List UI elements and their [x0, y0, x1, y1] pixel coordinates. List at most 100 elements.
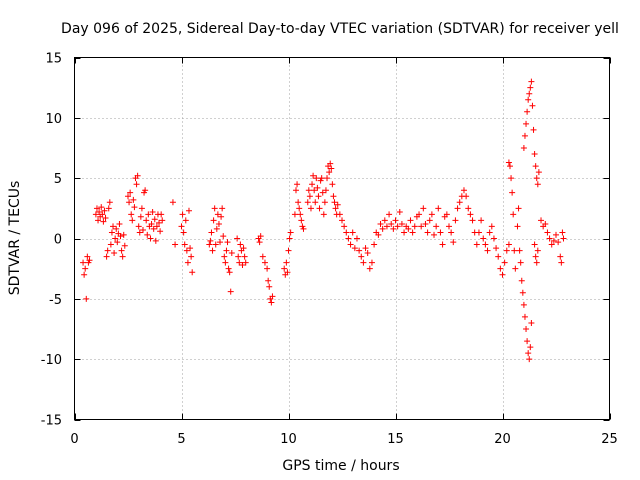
data-point	[515, 205, 522, 212]
data-point	[104, 247, 111, 254]
data-point	[304, 199, 311, 206]
data-point	[405, 225, 412, 232]
data-point	[435, 205, 442, 212]
data-point	[281, 265, 288, 272]
data-point	[82, 265, 89, 272]
data-point	[526, 90, 533, 97]
data-point	[520, 145, 527, 151]
data-point	[220, 233, 227, 240]
data-point	[313, 175, 320, 182]
data-point	[514, 223, 521, 230]
data-point	[329, 181, 336, 188]
data-point	[315, 193, 322, 200]
data-point	[505, 159, 512, 166]
data-point	[241, 253, 248, 260]
data-point	[95, 217, 102, 224]
data-point	[526, 356, 533, 363]
data-point	[310, 172, 317, 179]
data-point	[106, 199, 113, 206]
data-point	[527, 344, 534, 351]
data-point	[112, 235, 119, 242]
data-point	[343, 229, 350, 236]
y-axis-label: SDTVAR / TECUs	[7, 181, 23, 296]
data-point	[512, 265, 519, 272]
data-point	[416, 211, 423, 218]
data-point	[240, 245, 247, 252]
data-point	[490, 235, 497, 242]
data-point	[189, 269, 196, 276]
data-point	[557, 253, 564, 260]
data-point	[428, 211, 435, 218]
y-tick-label: 5	[54, 172, 62, 187]
data-point	[101, 207, 108, 214]
data-point	[509, 189, 516, 196]
data-point	[239, 262, 246, 269]
data-point	[511, 247, 518, 254]
data-point	[292, 187, 299, 194]
data-point	[208, 229, 215, 236]
data-point	[320, 211, 327, 218]
data-point	[364, 249, 371, 256]
data-point	[264, 265, 271, 272]
data-point	[454, 205, 461, 212]
data-point	[83, 295, 90, 302]
data-point	[108, 229, 115, 236]
data-point	[297, 211, 304, 218]
data-point	[495, 253, 502, 260]
data-point	[534, 181, 541, 188]
data-point	[349, 229, 356, 236]
data-point	[360, 259, 367, 266]
data-point	[527, 84, 534, 91]
data-point	[285, 247, 292, 254]
data-point	[86, 257, 93, 264]
data-point	[517, 259, 524, 266]
x-tick-label: 15	[387, 432, 404, 447]
data-point	[157, 228, 164, 235]
data-point	[443, 211, 450, 218]
data-point	[542, 221, 549, 228]
data-point	[93, 205, 100, 212]
data-point	[143, 217, 150, 224]
data-point	[96, 208, 103, 215]
data-point	[179, 211, 186, 218]
x-tick-label: 25	[601, 432, 618, 447]
data-point	[314, 184, 321, 191]
data-point	[353, 235, 360, 242]
data-point	[332, 205, 339, 212]
data-point	[120, 231, 127, 238]
data-point	[409, 229, 416, 236]
data-point	[234, 235, 241, 242]
data-point	[520, 301, 527, 308]
data-point	[312, 199, 319, 206]
y-tick-label: -15	[41, 414, 62, 429]
data-point	[153, 223, 160, 230]
data-point	[212, 241, 219, 248]
data-point	[467, 211, 474, 218]
data-point	[235, 253, 242, 260]
data-point	[265, 277, 272, 284]
data-point	[528, 319, 535, 326]
data-point	[475, 229, 482, 236]
data-point	[180, 229, 187, 236]
data-point	[257, 233, 264, 240]
data-point	[377, 221, 384, 228]
data-point	[532, 253, 539, 260]
x-tick-label: 10	[280, 432, 297, 447]
data-point	[210, 217, 217, 224]
data-point	[218, 213, 225, 220]
data-point	[422, 221, 429, 228]
data-point	[181, 241, 188, 248]
data-point	[221, 253, 228, 260]
data-point	[117, 233, 124, 240]
data-point	[497, 265, 504, 272]
data-point	[386, 211, 393, 218]
data-point	[437, 229, 444, 236]
data-point	[130, 196, 137, 203]
data-point	[347, 241, 354, 248]
data-point	[223, 247, 230, 254]
data-point	[548, 241, 555, 248]
data-point	[226, 269, 233, 276]
data-point	[356, 247, 363, 254]
data-point	[506, 163, 513, 170]
data-point	[209, 247, 216, 254]
